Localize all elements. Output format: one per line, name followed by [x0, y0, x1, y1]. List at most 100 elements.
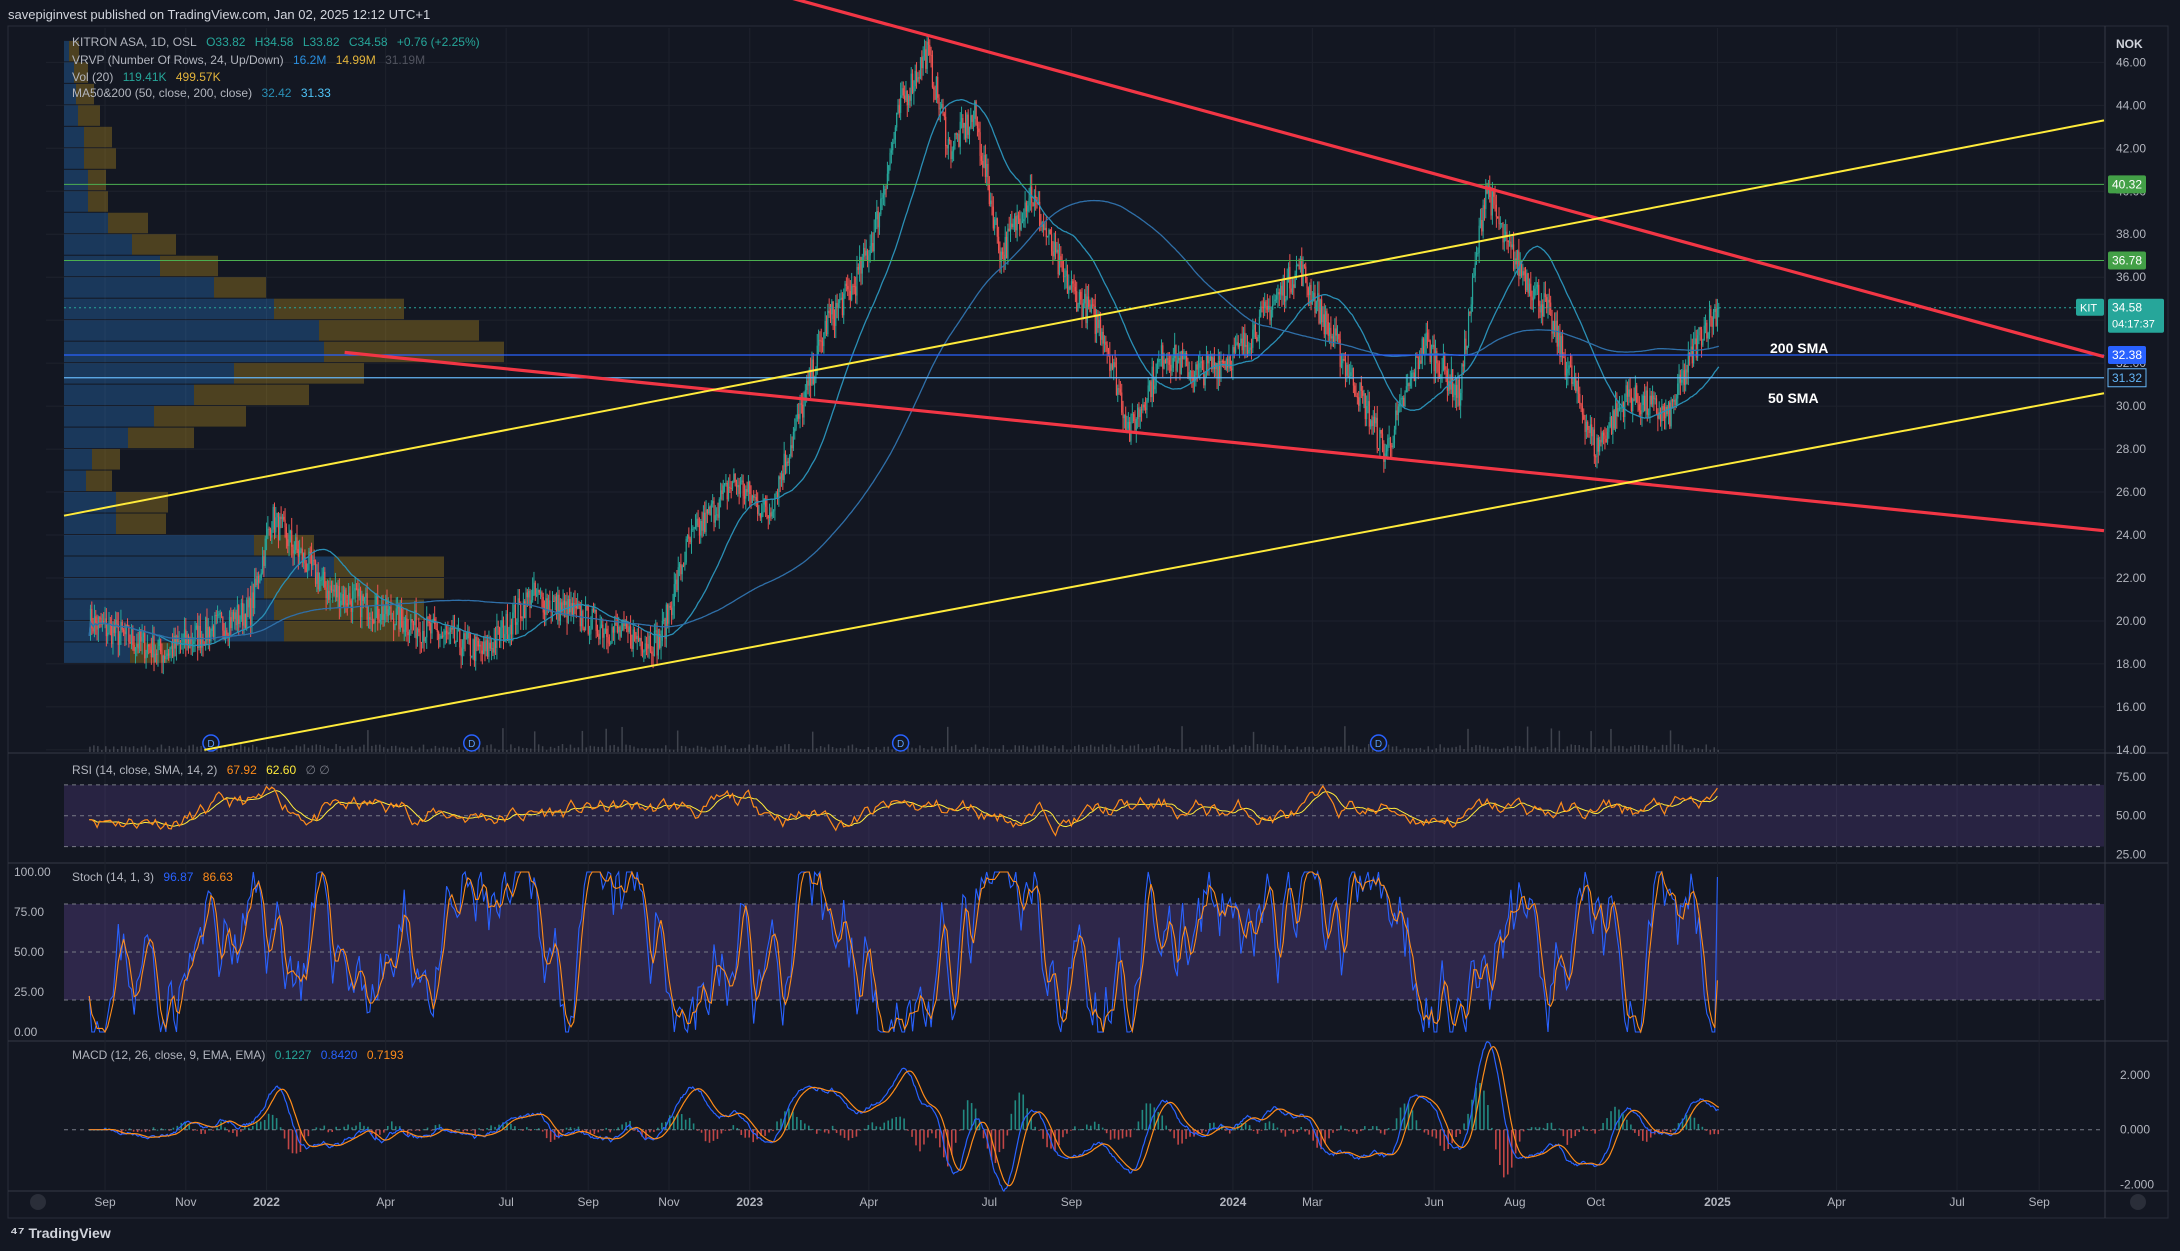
candle-body	[235, 612, 237, 626]
candle-body	[461, 648, 464, 657]
candle-body	[931, 55, 934, 88]
candle-body	[1432, 344, 1434, 347]
macd-histogram-bar	[589, 1129, 592, 1134]
candle-body	[1441, 369, 1443, 375]
macd-histogram-bar	[450, 1129, 453, 1134]
macd-histogram-bar	[1419, 1128, 1422, 1130]
candle-body	[1213, 357, 1215, 370]
candle-body	[1115, 366, 1118, 395]
candle-body	[663, 619, 665, 621]
candle-body	[291, 530, 293, 547]
candle-body	[345, 589, 347, 604]
volume-bar	[1078, 744, 1080, 752]
candle-body	[1080, 291, 1082, 300]
macd-histogram-bar	[843, 1129, 846, 1138]
rsi-y-tick: 50.00	[2116, 809, 2146, 823]
macd-histogram-bar	[248, 1127, 250, 1130]
volume-bar	[510, 744, 512, 752]
macd-histogram-bar	[1634, 1129, 1636, 1133]
candle-body	[837, 303, 840, 308]
candle-body	[228, 617, 231, 637]
candle-body	[558, 594, 560, 621]
candle-body	[1330, 327, 1332, 339]
candle-body	[848, 289, 850, 292]
candle-body	[1076, 291, 1078, 312]
candle-body	[410, 619, 412, 630]
candle-body	[780, 473, 783, 480]
y-tick-label: 14.00	[2116, 743, 2146, 757]
candle-body	[821, 341, 824, 347]
macd-histogram-bar	[1459, 1129, 1461, 1134]
candle-body	[100, 617, 102, 625]
candle-body	[1024, 202, 1026, 220]
volume-bar	[1383, 747, 1386, 752]
volume-bar	[387, 748, 389, 752]
candle-body	[1655, 398, 1658, 414]
candle-body	[1046, 236, 1049, 238]
candle-body	[792, 431, 795, 449]
candle-body	[717, 514, 719, 518]
legend-high: H34.58	[254, 35, 294, 49]
candle-body	[1706, 322, 1708, 339]
macd-histogram-bar	[1308, 1129, 1310, 1135]
legend-vol: Vol (20) 119.41K 499.57K	[72, 70, 227, 84]
candle-body	[622, 619, 624, 631]
candle-body	[105, 618, 107, 637]
macd-histogram-bar	[1050, 1129, 1052, 1149]
candle-body	[1491, 191, 1493, 216]
volume-bar	[128, 747, 131, 752]
candle-body	[1197, 367, 1200, 370]
candle-body	[133, 644, 135, 651]
candle-body	[423, 630, 425, 642]
candle-body	[173, 635, 175, 657]
candle-body	[167, 653, 170, 656]
candle-body	[739, 481, 742, 494]
candle-body	[1450, 369, 1452, 390]
volume-bar	[1189, 747, 1191, 752]
volume-bar	[486, 745, 488, 752]
volume-profile-up-bar	[64, 384, 194, 406]
macd-histogram-bar	[1475, 1087, 1477, 1130]
candle-body	[488, 642, 490, 657]
candle-body	[426, 617, 428, 638]
macd-histogram-bar	[1300, 1127, 1303, 1130]
volume-profile-down-bar	[69, 40, 79, 62]
candle-body	[119, 633, 121, 645]
candle-body	[1452, 369, 1454, 398]
macd-histogram-bar	[1443, 1129, 1446, 1151]
volume-bar	[1232, 744, 1235, 752]
candle-body	[373, 620, 375, 624]
volume-bar	[978, 748, 981, 752]
candle-body	[942, 104, 944, 114]
candle-body	[1437, 363, 1439, 372]
candle-body	[358, 588, 360, 597]
candle-body	[136, 643, 138, 648]
candle-body	[667, 604, 669, 624]
candle-body	[1438, 371, 1441, 379]
macd-histogram-bar	[569, 1127, 572, 1130]
candle-body	[984, 154, 986, 177]
candle-body	[758, 513, 760, 515]
macd-histogram-bar	[466, 1129, 469, 1132]
macd-histogram-bar	[1149, 1103, 1152, 1130]
candle-body	[1032, 202, 1034, 207]
candle-body	[1616, 403, 1618, 417]
macd-histogram-bar	[287, 1129, 290, 1150]
volume-bar	[390, 746, 393, 752]
macd-histogram-bar	[605, 1127, 608, 1130]
candle-body	[1061, 260, 1063, 271]
candle-body	[484, 641, 486, 652]
volume-bar	[275, 748, 278, 752]
candle-body	[1227, 358, 1229, 368]
candle-body	[636, 635, 638, 639]
candle-body	[929, 44, 931, 55]
candle-body	[594, 609, 596, 612]
candle-body	[1201, 361, 1204, 370]
candle-body	[1204, 374, 1206, 386]
macd-histogram-bar	[1455, 1129, 1457, 1137]
candle-body	[561, 602, 563, 612]
legend-vol-b: 499.57K	[175, 70, 221, 84]
macd-histogram-bar	[1352, 1129, 1354, 1132]
macd-histogram-bar	[668, 1115, 671, 1130]
